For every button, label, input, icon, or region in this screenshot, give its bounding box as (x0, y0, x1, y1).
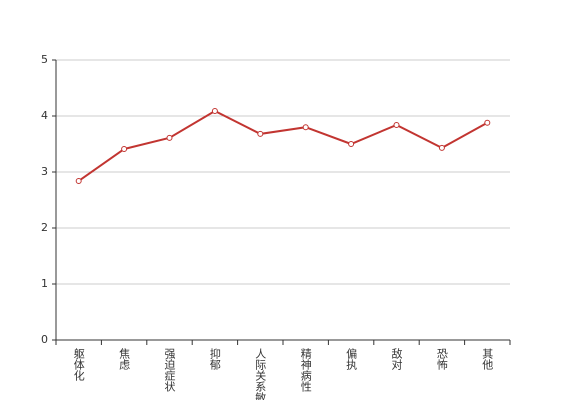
x-tick-label: 其他 (481, 348, 494, 370)
x-tick-label: 躯体化 (72, 348, 85, 382)
y-tick-label: 4 (41, 109, 48, 122)
x-tick-label: 抑郁 (208, 347, 221, 370)
x-tick-label: 焦虑 (118, 348, 131, 370)
y-tick-label: 2 (41, 221, 48, 234)
point (211, 107, 218, 114)
point (484, 119, 491, 126)
y-tick-label: 3 (41, 165, 48, 178)
x-tick-label: 强迫症状 (163, 348, 176, 392)
x-tick-label: 敌对 (390, 347, 403, 370)
x-tick-label: 恐怖 (435, 348, 448, 370)
x-tick-label: 人际关系敏感 (254, 348, 267, 400)
x-tick-label: 精神病性 (299, 348, 312, 393)
point (438, 144, 445, 151)
point (393, 121, 400, 128)
y-tick-label: 1 (41, 277, 48, 290)
y-tick-label: 0 (41, 333, 48, 346)
y-tick-label: 5 (41, 53, 48, 66)
point (166, 134, 173, 141)
point (75, 177, 82, 184)
point (348, 141, 355, 147)
line (78, 109, 488, 182)
point (302, 124, 309, 131)
point (257, 130, 264, 137)
x-tick-label: 偏执 (345, 347, 358, 371)
point (121, 146, 128, 153)
